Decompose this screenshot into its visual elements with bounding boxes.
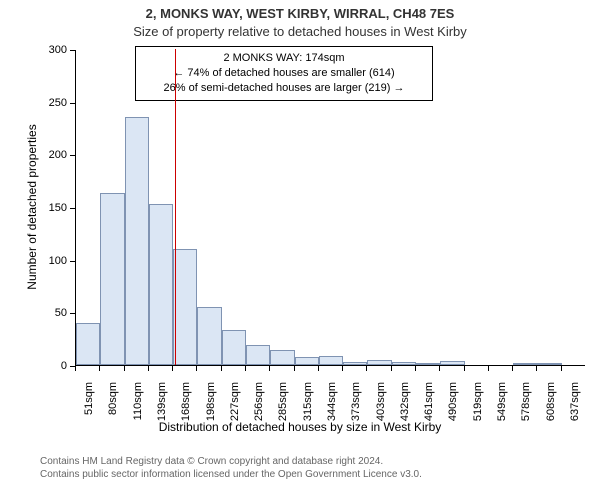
y-tick-label: 50 xyxy=(0,307,67,319)
y-tick-label: 100 xyxy=(0,255,67,267)
plot-area xyxy=(75,50,585,366)
x-axis-label: Distribution of detached houses by size … xyxy=(0,420,600,434)
y-tick-mark xyxy=(70,261,75,262)
x-tick-mark xyxy=(269,366,270,371)
footer-attribution: Contains HM Land Registry data © Crown c… xyxy=(40,455,422,481)
y-tick-mark xyxy=(70,50,75,51)
x-tick-mark xyxy=(464,366,465,371)
x-tick-mark xyxy=(342,366,343,371)
histogram-bar xyxy=(173,249,197,365)
histogram-bar xyxy=(125,117,149,365)
x-tick-mark xyxy=(294,366,295,371)
x-tick-mark xyxy=(99,366,100,371)
y-tick-label: 150 xyxy=(0,202,67,214)
histogram-bar xyxy=(76,323,100,365)
y-tick-label: 0 xyxy=(0,360,67,372)
x-tick-mark xyxy=(366,366,367,371)
x-tick-mark xyxy=(512,366,513,371)
histogram-bar xyxy=(416,363,440,365)
x-tick-mark xyxy=(245,366,246,371)
y-tick-mark xyxy=(70,155,75,156)
x-tick-mark xyxy=(172,366,173,371)
x-tick-mark xyxy=(536,366,537,371)
y-tick-label: 200 xyxy=(0,149,67,161)
histogram-bar xyxy=(343,362,367,365)
x-tick-mark xyxy=(561,366,562,371)
histogram-bar xyxy=(440,361,464,365)
histogram-bar xyxy=(197,307,221,365)
y-tick-mark xyxy=(70,103,75,104)
y-tick-label: 250 xyxy=(0,97,67,109)
chart-address-title: 2, MONKS WAY, WEST KIRBY, WIRRAL, CH48 7… xyxy=(0,6,600,21)
x-tick-mark xyxy=(124,366,125,371)
x-tick-mark xyxy=(75,366,76,371)
x-tick-mark xyxy=(488,366,489,371)
x-tick-mark xyxy=(148,366,149,371)
histogram-bar xyxy=(392,362,416,365)
x-tick-mark xyxy=(415,366,416,371)
y-tick-mark xyxy=(70,313,75,314)
y-tick-label: 300 xyxy=(0,44,67,56)
histogram-bar xyxy=(149,204,173,365)
x-tick-mark xyxy=(318,366,319,371)
footer-line-1: Contains HM Land Registry data © Crown c… xyxy=(40,455,422,468)
histogram-bar xyxy=(513,363,537,365)
x-tick-mark xyxy=(391,366,392,371)
chart-subtitle: Size of property relative to detached ho… xyxy=(0,24,600,39)
x-tick-mark xyxy=(196,366,197,371)
histogram-bar xyxy=(295,357,319,365)
histogram-bar xyxy=(367,360,391,365)
histogram-bar xyxy=(270,350,294,365)
reference-line xyxy=(175,49,176,365)
histogram-bar xyxy=(100,193,124,365)
chart-container: 2, MONKS WAY, WEST KIRBY, WIRRAL, CH48 7… xyxy=(0,0,600,500)
x-tick-mark xyxy=(439,366,440,371)
histogram-bar xyxy=(246,345,270,365)
x-tick-mark xyxy=(221,366,222,371)
footer-line-2: Contains public sector information licen… xyxy=(40,468,422,481)
histogram-bar xyxy=(222,330,246,365)
histogram-bar xyxy=(537,363,561,365)
y-tick-mark xyxy=(70,208,75,209)
histogram-bar xyxy=(319,356,343,365)
